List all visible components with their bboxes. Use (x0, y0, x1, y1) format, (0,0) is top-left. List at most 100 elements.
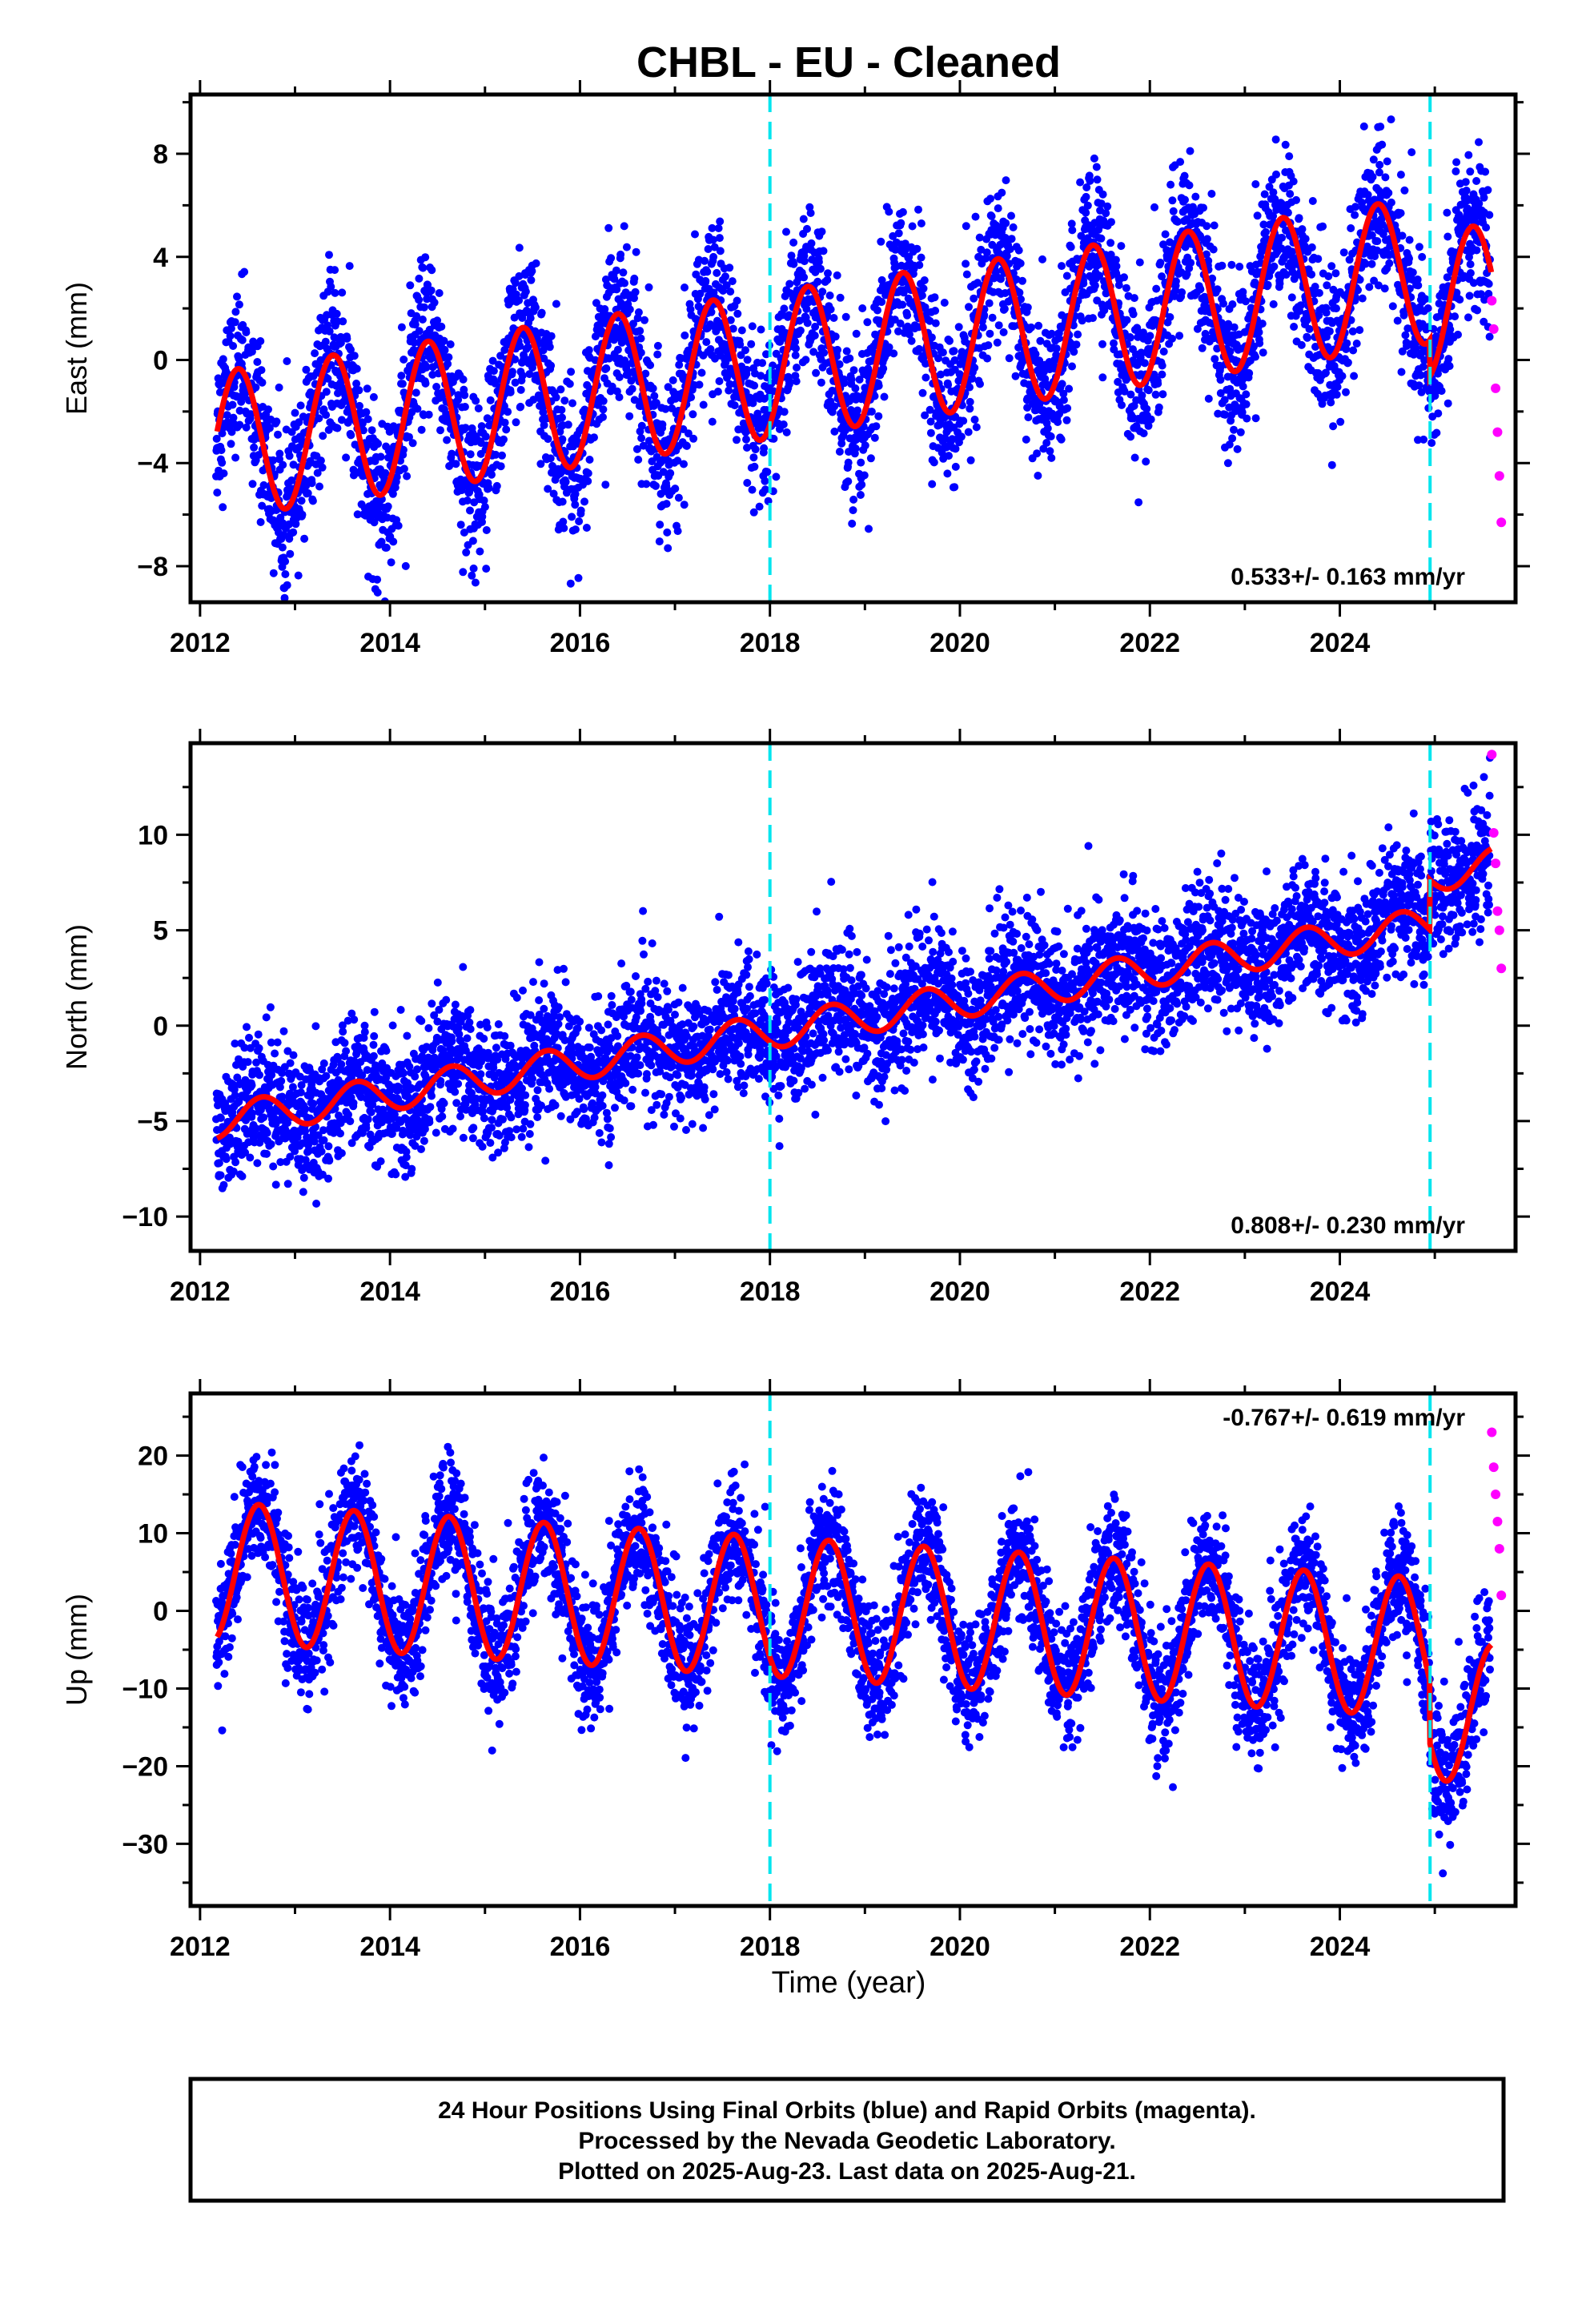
east-final-point (801, 356, 810, 364)
east-final-point (322, 388, 331, 396)
east-final-point (830, 402, 839, 411)
east-final-point (950, 347, 958, 356)
east-final-point (1482, 223, 1491, 232)
east-final-point (974, 279, 982, 287)
east-final-point (424, 410, 433, 419)
east-final-point (359, 426, 367, 435)
east-final-point (636, 348, 645, 357)
east-final-point (1464, 313, 1472, 322)
north-final-point (216, 1171, 225, 1180)
east-final-point (1199, 203, 1207, 212)
north-final-point (283, 1047, 292, 1055)
east-final-point (666, 468, 675, 477)
east-final-point (1251, 352, 1259, 361)
east-final-point (1416, 371, 1425, 380)
east-final-point (780, 408, 789, 416)
east-final-point (437, 322, 446, 331)
east-final-point (1369, 155, 1378, 164)
east-final-point (1437, 387, 1446, 396)
east-final-point (1421, 295, 1430, 304)
east-final-point (1456, 296, 1464, 304)
east-final-point (469, 564, 478, 573)
east-final-point (849, 366, 858, 375)
east-final-point (516, 385, 525, 394)
east-final-point (849, 506, 857, 515)
east-final-point (993, 338, 1002, 347)
east-final-point (1342, 345, 1351, 353)
east-final-point (524, 343, 532, 352)
east-final-point (515, 243, 524, 252)
east-final-point (1139, 429, 1148, 438)
east-final-point (699, 400, 708, 409)
east-final-point (1242, 390, 1251, 399)
east-final-point (1283, 208, 1292, 217)
east-x-tick-label: 2024 (1310, 628, 1371, 658)
east-final-point (483, 414, 492, 423)
east-final-point (446, 340, 455, 348)
east-final-point (440, 346, 449, 355)
east-final-point (914, 205, 922, 214)
east-final-point (1139, 328, 1147, 337)
east-final-point (792, 377, 801, 386)
east-final-point (415, 327, 424, 336)
east-final-point (1375, 160, 1384, 169)
east-final-point (1038, 255, 1046, 263)
east-final-point (817, 227, 826, 236)
east-final-point (671, 485, 680, 493)
east-final-point (1260, 190, 1269, 199)
east-final-point (966, 404, 974, 413)
east-final-point (258, 378, 267, 387)
east-final-point (870, 433, 879, 442)
east-final-point (632, 247, 640, 256)
east-final-point (1078, 316, 1086, 325)
east-final-point (557, 405, 566, 414)
north-final-point (277, 1076, 286, 1085)
east-final-point (931, 319, 940, 328)
east-final-point (1396, 209, 1405, 218)
east-final-point (1352, 340, 1361, 348)
east-final-point (432, 383, 441, 391)
east-final-point (1408, 268, 1417, 277)
east-final-point (353, 510, 362, 519)
east-y-tick-label: 0 (153, 345, 168, 376)
east-final-point (1214, 409, 1223, 418)
east-final-point (1225, 440, 1234, 449)
north-final-point (296, 1088, 305, 1097)
east-final-point (625, 305, 634, 314)
east-final-point (229, 413, 238, 422)
east-final-point (903, 311, 912, 320)
east-final-point (460, 391, 469, 400)
east-final-point (502, 425, 511, 434)
east-final-point (1322, 368, 1330, 377)
east-final-point (831, 332, 840, 341)
east-final-point (235, 300, 243, 309)
east-final-point (1211, 355, 1219, 364)
east-final-point (761, 476, 769, 485)
east-final-point (702, 338, 711, 347)
east-final-point (238, 336, 247, 344)
east-final-point (1235, 263, 1244, 271)
east-final-point (970, 294, 978, 303)
east-final-point (722, 281, 731, 290)
east-final-point (325, 251, 333, 259)
east-final-point (599, 396, 608, 405)
east-final-point (536, 460, 545, 468)
east-final-point (1303, 333, 1311, 342)
east-final-point (640, 316, 648, 324)
east-final-point (962, 270, 971, 279)
east-final-point (466, 450, 475, 459)
east-final-point (1006, 245, 1014, 254)
east-final-point (710, 243, 719, 251)
east-final-point (1292, 195, 1300, 204)
east-final-point (231, 308, 240, 316)
east-final-point (675, 360, 684, 369)
east-final-point (556, 468, 565, 477)
east-final-point (931, 307, 940, 315)
east-final-point (1239, 382, 1247, 391)
east-final-point (697, 368, 706, 377)
east-final-point (648, 384, 657, 392)
north-final-point (231, 1158, 240, 1167)
east-final-point (725, 386, 733, 395)
east-frame (188, 92, 1518, 605)
east-final-point (758, 359, 767, 368)
